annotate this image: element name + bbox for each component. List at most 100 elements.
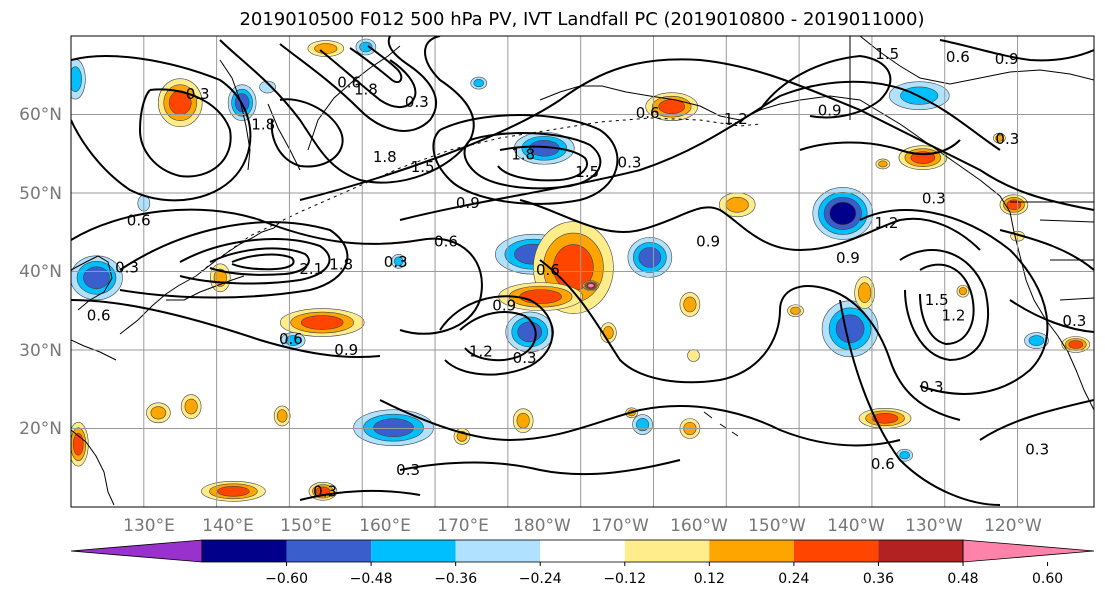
contour-label: 1.8 bbox=[329, 255, 353, 273]
ivt-pc-level-fill bbox=[259, 80, 276, 94]
map-title: 2019010500 F012 500 hPa PV, IVT Landfall… bbox=[239, 9, 924, 30]
colorbar-segment bbox=[455, 540, 541, 562]
canada-us-borders bbox=[849, 36, 1094, 301]
ivt-pc-level-fill bbox=[725, 196, 749, 213]
latitude-labels: 20°N 30°N 40°N 50°N 60°N bbox=[19, 105, 62, 439]
contour-label: 0.6 bbox=[127, 211, 151, 229]
ivt-pc-level-fill bbox=[790, 306, 801, 315]
asia-coastline bbox=[71, 59, 251, 506]
contour-label: 0.6 bbox=[279, 330, 303, 348]
ivt-pc-patch bbox=[1024, 332, 1049, 349]
hawaii-islands bbox=[703, 411, 739, 437]
ivt-pc-patch bbox=[600, 322, 617, 344]
ivt-pc-patch bbox=[259, 80, 276, 94]
ivt-pc-level-fill bbox=[71, 66, 82, 92]
contour-label: 1.8 bbox=[373, 148, 397, 166]
ivt-pc-patch bbox=[787, 304, 804, 318]
ivt-pc-patch bbox=[71, 58, 86, 100]
ivt-pc-level-fill bbox=[516, 412, 530, 429]
ivt-pc-patch bbox=[582, 280, 600, 291]
ivt-pc-patch bbox=[858, 407, 912, 429]
ivt-pc-patch bbox=[875, 158, 891, 170]
colorbar-segment bbox=[540, 540, 625, 562]
colorbar: −0.60 −0.48 −0.36 −0.24 −0.12 0.12 0.24 0.36 0.4… bbox=[70, 539, 1095, 587]
ivt-pc-patch bbox=[180, 394, 202, 419]
ivt-pc-patch bbox=[679, 292, 701, 317]
contour-label: 0.6 bbox=[871, 455, 895, 473]
ivt-pc-level-fill bbox=[829, 201, 857, 226]
ivt-pc-level-fill bbox=[517, 321, 543, 343]
contour-label: 1.5 bbox=[925, 291, 949, 309]
ivt-pc-level-fill bbox=[373, 418, 414, 438]
lat-label: 40°N bbox=[19, 262, 62, 282]
contour-label: 0.9 bbox=[818, 102, 842, 120]
ivt-pc-level-fill bbox=[958, 287, 967, 296]
ivt-pc-patch bbox=[999, 194, 1029, 216]
contour-label: 1.5 bbox=[875, 45, 899, 63]
ivt-pc-patch bbox=[391, 253, 406, 269]
lon-label: 170°E bbox=[437, 516, 489, 536]
ivt-pc-patch bbox=[993, 132, 1006, 144]
lon-label: 170°W bbox=[591, 516, 649, 536]
colorbar-high-extend bbox=[962, 539, 1095, 563]
ivt-pc-patch bbox=[812, 187, 874, 240]
ivt-pc-level-fill bbox=[473, 79, 485, 88]
ivt-pc-level-fill bbox=[83, 266, 110, 290]
ivt-pc-patch bbox=[896, 448, 913, 462]
ivt-pc-level-fill bbox=[72, 432, 84, 456]
contour-label: 0.6 bbox=[434, 233, 458, 251]
lon-label: 140°W bbox=[827, 516, 885, 536]
lon-label: 120°W bbox=[984, 516, 1042, 536]
ivt-pc-patch bbox=[512, 408, 534, 433]
contour-label: 0.3 bbox=[513, 349, 537, 367]
contour-label: 0.6 bbox=[946, 48, 970, 66]
ivt-pc-level-fill bbox=[217, 485, 250, 497]
ivt-pc-level-fill bbox=[587, 283, 595, 288]
ivt-pc-level-fill bbox=[858, 282, 872, 303]
lon-label: 130°W bbox=[905, 516, 963, 536]
colorbar-tick-label: −0.24 bbox=[519, 571, 562, 587]
ivt-pc-patch bbox=[353, 409, 434, 447]
ivt-pc-level-fill bbox=[519, 289, 562, 304]
colorbar-segment bbox=[286, 540, 372, 562]
lon-label: 160°W bbox=[670, 516, 728, 536]
lat-label: 50°N bbox=[19, 184, 62, 204]
japan-coastline bbox=[119, 221, 281, 335]
contour-label: 0.9 bbox=[456, 194, 480, 212]
contour-label: 0.9 bbox=[334, 341, 358, 359]
lon-label: 160°E bbox=[359, 516, 411, 536]
ivt-pc-level-fill bbox=[835, 314, 865, 344]
colorbar-tick-label: 0.24 bbox=[778, 571, 809, 587]
contour-label: 0.6 bbox=[536, 261, 560, 279]
lat-label: 20°N bbox=[19, 419, 62, 439]
ivt-pc-patch bbox=[687, 349, 700, 362]
contour-label: 1.2 bbox=[942, 306, 966, 324]
contour-label: 0.9 bbox=[836, 249, 860, 267]
ivt-pc-level-fill bbox=[276, 409, 288, 423]
contour-label: 1.5 bbox=[575, 163, 599, 181]
ivt-pc-patch bbox=[355, 38, 377, 56]
colorbar-tick-label: 0.36 bbox=[863, 571, 894, 587]
longitude-labels: 130°E 140°E 150°E 160°E 170°E 180°W 170°… bbox=[123, 516, 1042, 536]
colorbar-low-extend bbox=[70, 539, 203, 563]
contour-label: 0.9 bbox=[492, 296, 516, 314]
contour-label: 1.8 bbox=[511, 146, 535, 164]
alaska-north-coast bbox=[859, 36, 1094, 85]
colorbar-segment bbox=[709, 540, 794, 562]
contour-label: 2.1 bbox=[299, 260, 323, 278]
contour-label: 0.3 bbox=[1062, 312, 1086, 330]
colorbar-segment bbox=[624, 540, 710, 562]
colorbar-segment bbox=[202, 540, 287, 562]
contour-label: 0.3 bbox=[920, 378, 944, 396]
ivt-pc-level-fill bbox=[1006, 199, 1022, 211]
contour-label: 0.3 bbox=[618, 153, 642, 171]
lon-label: 140°E bbox=[202, 516, 254, 536]
ivt-pc-patch bbox=[632, 414, 653, 435]
ivt-pc-level-fill bbox=[683, 296, 697, 313]
ivt-pc-level-fill bbox=[687, 349, 700, 362]
colorbar-tick-label: −0.48 bbox=[350, 571, 393, 587]
contour-label: 1.8 bbox=[251, 116, 275, 134]
lat-label: 30°N bbox=[19, 341, 62, 361]
contour-label: 1.2 bbox=[469, 343, 493, 361]
